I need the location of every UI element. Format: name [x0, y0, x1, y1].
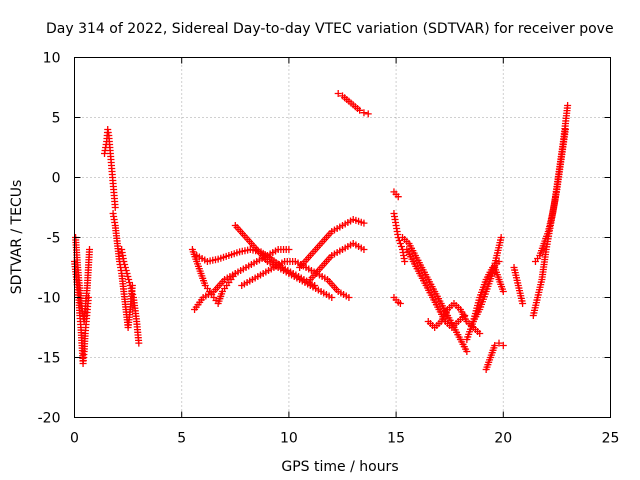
- data-point: [126, 282, 134, 289]
- x-tick-label: 0: [70, 431, 79, 447]
- data-point: [360, 109, 368, 117]
- data-point: [123, 270, 131, 277]
- data-point: [401, 258, 409, 265]
- y-axis-label: SDTVAR / TECUs: [9, 180, 25, 295]
- data-point: [396, 300, 404, 307]
- y-tick-label: 10: [43, 51, 61, 67]
- data-point: [364, 110, 372, 118]
- x-tick-label: 25: [602, 431, 620, 447]
- y-tick-label: 0: [52, 171, 61, 187]
- data-point: [122, 267, 130, 274]
- data-point: [395, 237, 403, 244]
- data-point: [519, 300, 527, 307]
- y-tick-label: -10: [38, 291, 61, 307]
- x-tick-label: 20: [494, 431, 512, 447]
- x-axis-label: GPS time / hours: [281, 459, 398, 475]
- axis-ticks: [74, 57, 611, 418]
- data-point: [476, 330, 484, 337]
- data-point: [120, 258, 128, 265]
- data-point: [497, 234, 505, 241]
- data-point: [491, 342, 499, 349]
- data-point: [129, 291, 137, 298]
- data-point: [394, 193, 402, 201]
- y-tick-label: -5: [47, 231, 61, 247]
- data-point: [128, 288, 136, 295]
- data-point: [356, 106, 364, 114]
- x-tick-label: 15: [387, 431, 405, 447]
- data-point: [121, 261, 129, 268]
- data-point: [360, 219, 368, 227]
- x-tick-labels: 0 5 10 15 20 25: [70, 431, 619, 447]
- data-point: [345, 294, 353, 301]
- y-tick-label: -15: [38, 351, 61, 367]
- y-tick-labels: -20 -15 -10 -5 0 5 10: [38, 51, 61, 427]
- y-tick-label: -20: [38, 411, 61, 427]
- data-point: [121, 264, 129, 271]
- data-point: [124, 273, 132, 280]
- data-point: [285, 246, 293, 253]
- data-point: [86, 246, 94, 253]
- data-point: [499, 288, 507, 295]
- data-point: [135, 339, 143, 347]
- data-point: [125, 276, 133, 283]
- data-point: [564, 102, 572, 109]
- data-point: [561, 126, 569, 133]
- data-point: [499, 342, 507, 349]
- data-point: [127, 285, 135, 292]
- data-point: [495, 339, 503, 347]
- data-point: [334, 90, 342, 97]
- y-tick-label: 5: [52, 111, 61, 127]
- data-point: [463, 348, 471, 355]
- data-point: [111, 204, 119, 211]
- chart-title: Day 314 of 2022, Sidereal Day-to-day VTE…: [46, 21, 614, 37]
- x-tick-label: 10: [280, 431, 298, 447]
- grid: [74, 57, 611, 418]
- data-point: [328, 294, 336, 301]
- data-point: [396, 240, 404, 247]
- data-point: [397, 243, 405, 250]
- data-point: [360, 246, 368, 253]
- data-point: [125, 279, 133, 286]
- data-points: [71, 90, 572, 373]
- x-tick-label: 5: [177, 431, 186, 447]
